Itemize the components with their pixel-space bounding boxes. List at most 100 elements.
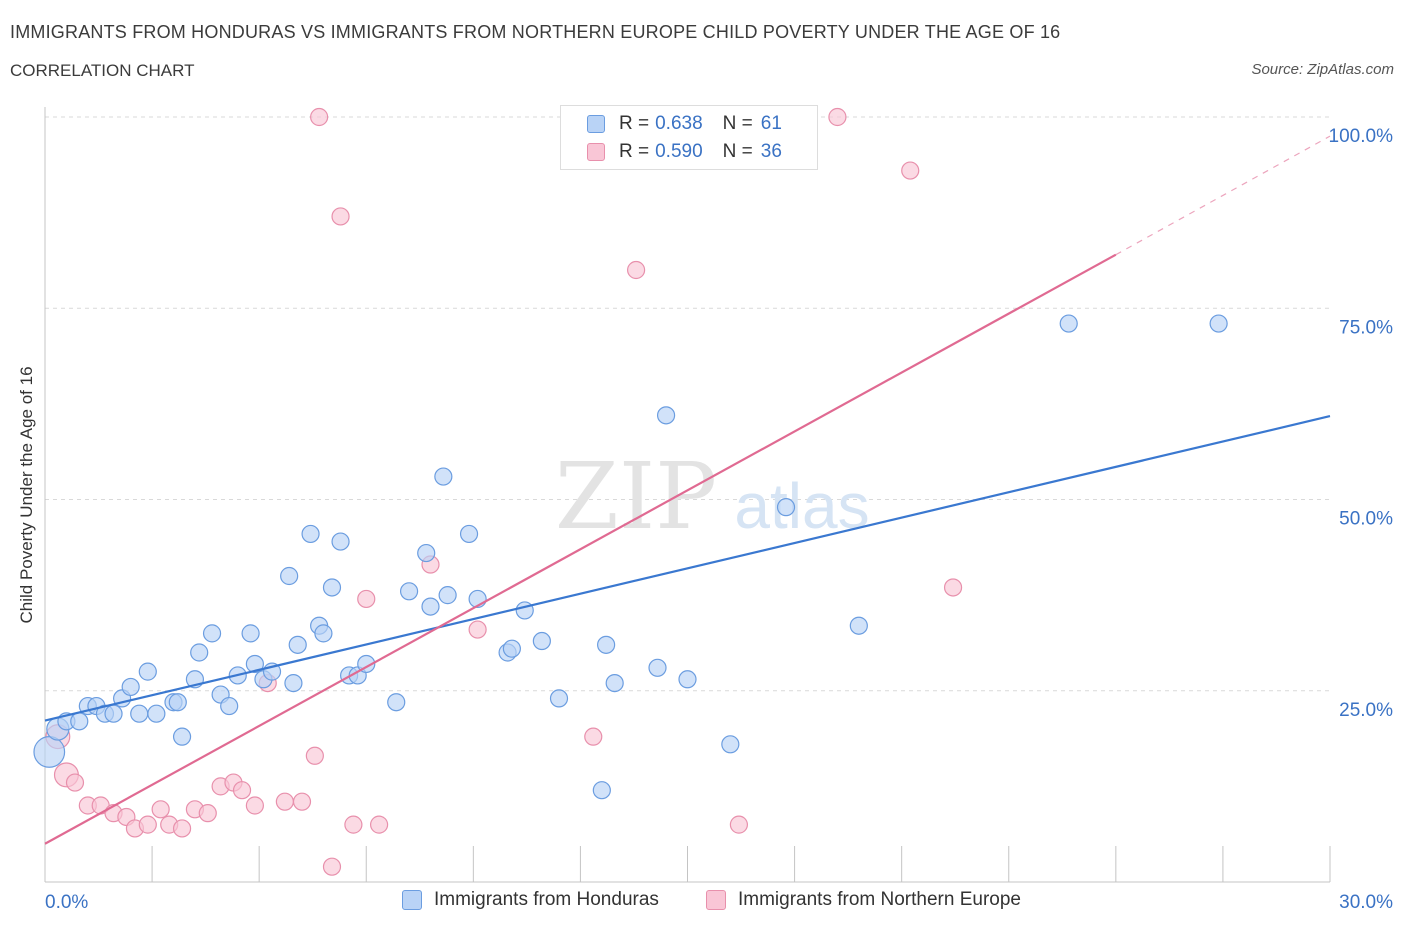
point-northern-europe [584,727,603,746]
watermark: ZIP atlas [555,443,870,550]
point-honduras [1059,314,1078,333]
point-northern-europe [370,815,389,834]
point-honduras [1209,314,1228,333]
point-honduras [592,781,611,800]
point-honduras [648,658,667,677]
x-tick-label: 30.0% [1339,892,1393,913]
tick-labels: 25.0% 50.0% 75.0% 100.0% 0.0% 30.0% [45,126,1393,913]
r-value: 0.638 [655,113,703,134]
legend-item-northern-europe: Immigrants from Northern Europe [706,889,1021,911]
point-honduras [502,639,521,658]
europe-swatch [706,890,726,910]
trendline-northern-europe-extension [1115,135,1331,256]
point-honduras [459,524,479,544]
point-northern-europe [232,781,252,800]
n-value: 36 [760,141,782,162]
point-honduras [202,624,222,643]
point-northern-europe [322,857,342,876]
point-honduras [387,693,406,712]
r-label: R = [619,113,650,134]
point-northern-europe [468,620,487,639]
point-northern-europe [344,815,363,834]
point-honduras [104,704,123,723]
europe-swatch [587,143,605,161]
point-honduras [678,670,697,689]
source-credit: Source: ZipAtlas.com [1251,61,1394,78]
point-northern-europe [901,161,920,180]
point-honduras [776,498,796,517]
legend-item-honduras: Immigrants from Honduras [402,889,659,911]
point-honduras [220,696,239,716]
n-value: 61 [760,113,782,134]
point-honduras [605,673,624,693]
grid-layer [45,116,1330,692]
point-northern-europe [310,107,329,127]
y-axis-label: Child Poverty Under the Age of 16 [17,366,36,623]
r-value: 0.590 [655,141,703,162]
points-northern-europe [45,107,963,876]
point-honduras [280,566,299,586]
point-northern-europe [943,578,963,597]
point-northern-europe [305,746,324,765]
point-northern-europe [626,260,646,280]
y-tick-label: 50.0% [1339,509,1393,530]
trendline-northern-europe [44,253,1117,845]
point-honduras [168,693,187,712]
watermark-atlas: atlas [734,470,869,542]
point-honduras [597,635,616,654]
legend-label-northern-europe: Immigrants from Northern Europe [738,889,1021,910]
point-northern-europe [138,815,157,834]
point-northern-europe [292,792,312,811]
point-honduras [301,524,320,544]
watermark-zip: ZIP [555,443,717,550]
point-honduras [33,736,66,768]
chart-title: IMMIGRANTS FROM HONDURAS VS IMMIGRANTS F… [10,22,1061,42]
n-label: N = [722,141,753,162]
trend-layer [44,135,1331,845]
y-tick-label: 25.0% [1339,700,1393,721]
y-tick-label: 75.0% [1339,317,1393,338]
stats-legend: R = 0.638 N = 61 R = 0.590 N = 36 [560,105,818,170]
point-honduras [241,624,260,643]
point-honduras [331,532,350,551]
point-honduras [549,689,569,708]
point-honduras [138,662,157,681]
point-northern-europe [729,815,749,834]
point-northern-europe [198,804,217,823]
point-northern-europe [828,107,847,127]
point-honduras [532,631,551,651]
legend-label-honduras: Immigrants from Honduras [434,889,659,910]
point-honduras [849,616,868,635]
point-honduras [284,673,303,693]
point-honduras [121,677,140,697]
point-honduras [147,704,166,723]
point-honduras [172,727,192,746]
point-honduras [314,624,333,643]
stats-legend-europe: R = 0.590 N = 36 [587,140,782,164]
points-honduras [33,314,1228,800]
point-honduras [438,586,457,605]
point-honduras [656,406,676,425]
point-honduras [70,712,89,731]
point-honduras [130,704,149,723]
point-honduras [721,735,740,754]
stats-legend-honduras: R = 0.638 N = 61 [587,112,782,136]
x-tick-label: 0.0% [45,892,88,913]
point-honduras [190,643,209,662]
point-northern-europe [357,589,376,609]
point-honduras [399,582,419,601]
point-honduras [245,654,264,674]
point-northern-europe [275,792,294,811]
point-northern-europe [65,773,85,792]
point-northern-europe [172,819,192,838]
point-northern-europe [331,207,350,226]
point-honduras [421,597,440,616]
point-northern-europe [245,796,264,815]
trendline-honduras [44,415,1331,722]
chart-subtitle: CORRELATION CHART [10,61,195,80]
point-northern-europe [151,800,170,819]
y-tick-label: 100.0% [1329,126,1394,147]
honduras-swatch [402,890,422,910]
point-honduras [434,467,453,486]
